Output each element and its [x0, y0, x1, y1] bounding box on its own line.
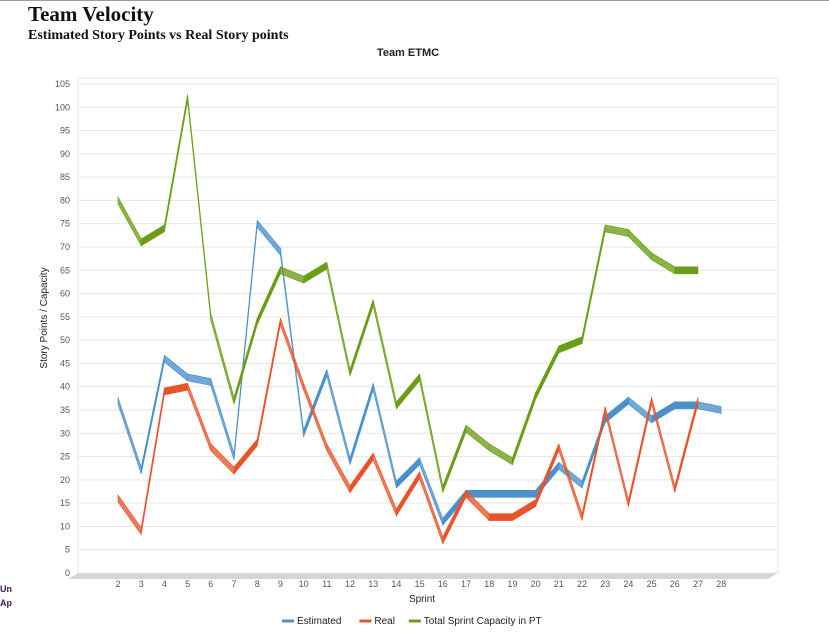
x-tick-label: 18 [484, 579, 494, 589]
x-tick-label: 21 [554, 579, 564, 589]
series-segment [674, 397, 699, 493]
series-estimated [117, 219, 722, 527]
y-tick-label: 25 [60, 452, 70, 462]
x-tick-label: 16 [438, 579, 448, 589]
y-tick-label: 95 [60, 126, 70, 136]
y-tick-label: 75 [60, 219, 70, 229]
x-tick-label: 10 [299, 579, 309, 589]
y-tick-label: 35 [60, 405, 70, 415]
x-tick-label: 20 [531, 579, 541, 589]
series-segment [512, 490, 536, 498]
y-tick-label: 70 [60, 242, 70, 252]
x-tick-label: 7 [231, 579, 236, 589]
x-tick-label: 13 [368, 579, 378, 589]
x-tick-label: 9 [278, 579, 283, 589]
series-segment [488, 490, 513, 498]
x-tick-label: 28 [716, 579, 726, 589]
x-tick-label: 6 [208, 579, 213, 589]
y-tick-label: 0 [65, 568, 70, 578]
x-tick-label: 25 [647, 579, 657, 589]
y-tick-label: 30 [60, 428, 70, 438]
y-tick-label: 50 [60, 335, 70, 345]
series-total-sprint-capacity-in-pt [117, 94, 699, 493]
chart-gridlines [78, 83, 778, 574]
chart-3d-floor [68, 77, 779, 579]
y-tick-label: 85 [60, 172, 70, 182]
page-subtitle: Estimated Story Points vs Real Story poi… [28, 28, 289, 43]
chart-title: Team ETMC [377, 47, 439, 59]
x-tick-label: 5 [185, 579, 190, 589]
y-tick-label: 105 [55, 79, 70, 89]
y-tick-label: 60 [60, 289, 70, 299]
series-segment [697, 401, 722, 414]
x-tick-label: 12 [345, 579, 355, 589]
x-tick-label: 26 [670, 579, 680, 589]
series-segment [674, 266, 699, 275]
y-tick-label: 15 [60, 498, 70, 508]
y-axis-label: Story Points / Capacity [39, 267, 50, 368]
x-tick-label: 14 [391, 579, 401, 589]
y-tick-label: 10 [60, 521, 70, 531]
plot-wall [77, 77, 779, 574]
x-tick-label: 15 [415, 579, 425, 589]
x-tick-label: 8 [255, 579, 260, 589]
series-segment [488, 513, 513, 521]
y-tick-label: 90 [60, 149, 70, 159]
x-tick-label: 3 [139, 579, 144, 589]
page-title: Team Velocity [28, 2, 154, 26]
y-tick-label: 55 [60, 312, 70, 322]
x-tick-label: 24 [623, 579, 633, 589]
legend-entry: Total Sprint Capacity in PT [424, 616, 542, 627]
y-tick-label: 65 [60, 265, 70, 275]
chart-series-lines [117, 94, 722, 545]
y-tick-label: 40 [60, 382, 70, 392]
series-real [117, 317, 699, 545]
x-tick-label: 19 [507, 579, 517, 589]
y-tick-label: 100 [55, 102, 70, 112]
side-text-2: Ap [0, 598, 12, 608]
y-tick-labels: 0 5 10 15 20 25 30 35 40 45 50 55 60 65 70 75 80 85 90 95 10… [55, 79, 70, 578]
series-segment [674, 401, 699, 410]
x-tick-label: 11 [322, 579, 331, 589]
x-tick-labels: 2 3 4 5 6 7 8 9 10 11 12 13 14 15 16 17 18 19 20 21 22 23 24 25… [115, 579, 726, 589]
x-tick-label: 4 [162, 579, 167, 589]
y-tick-label: 5 [65, 545, 70, 555]
y-tick-label: 45 [60, 358, 70, 368]
y-tick-label: 20 [60, 475, 70, 485]
floor-slab [68, 573, 778, 579]
x-tick-label: 22 [577, 579, 587, 589]
legend-entry: Estimated [297, 616, 341, 627]
x-tick-label: 17 [461, 579, 471, 589]
x-tick-label: 27 [693, 579, 703, 589]
x-axis-label: Sprint [409, 594, 435, 605]
legend-entry: Real [374, 616, 395, 627]
chart-legend: Estimated Real Total Sprint Capacity in PT [282, 616, 542, 627]
top-border [0, 0, 829, 1]
x-tick-label: 2 [115, 579, 120, 589]
x-tick-label: 23 [600, 579, 610, 589]
y-tick-label: 80 [60, 195, 70, 205]
side-text-1: Un [0, 584, 12, 594]
